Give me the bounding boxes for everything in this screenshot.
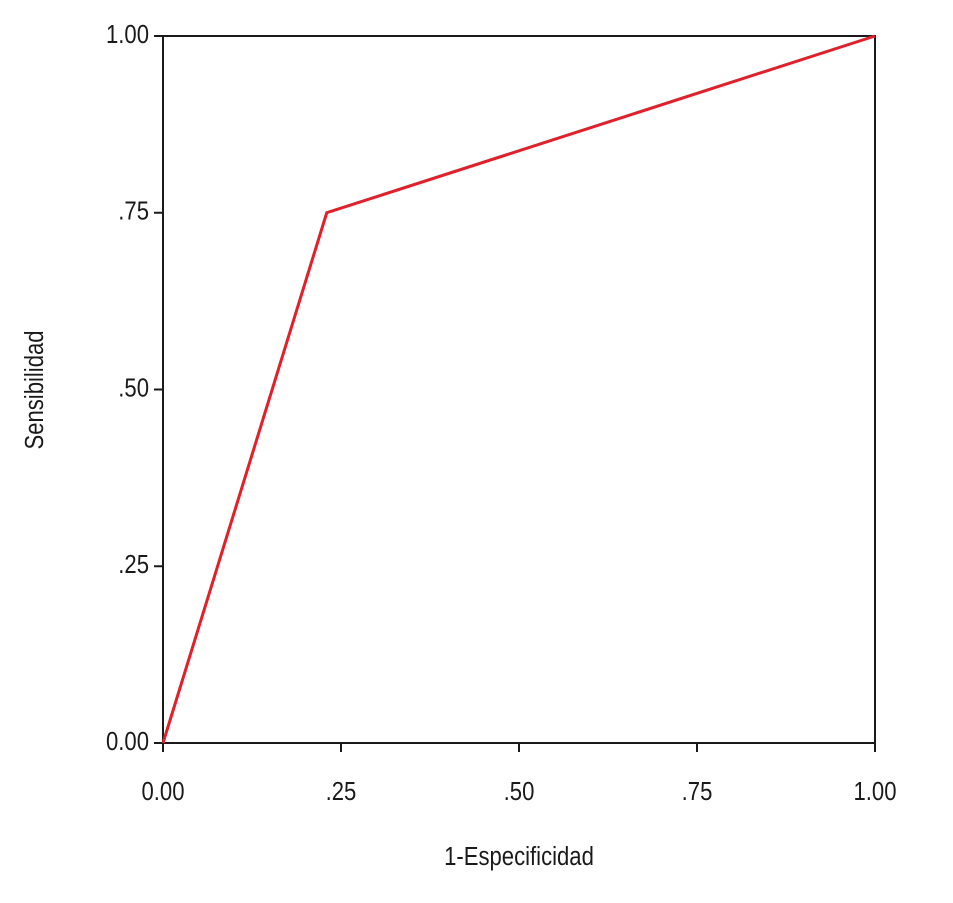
y-tick-label: 0.00	[106, 727, 149, 756]
roc-line	[161, 34, 876, 744]
x-tick-label: 1.00	[854, 777, 897, 806]
y-axis-label: Sensibilidad	[20, 330, 49, 449]
x-tick-label: 0.00	[142, 777, 185, 806]
y-tick-label: 1.00	[106, 20, 149, 49]
x-tick-label: .25	[326, 777, 357, 806]
y-tick-label: .50	[118, 374, 149, 403]
plot-frame	[162, 35, 876, 744]
x-tick-label: .50	[504, 777, 535, 806]
x-tick-label: .75	[682, 777, 713, 806]
x-axis-label: 1-Especificidad	[444, 842, 594, 871]
y-tick-label: .25	[118, 550, 149, 579]
y-tick-label: .75	[118, 197, 149, 226]
